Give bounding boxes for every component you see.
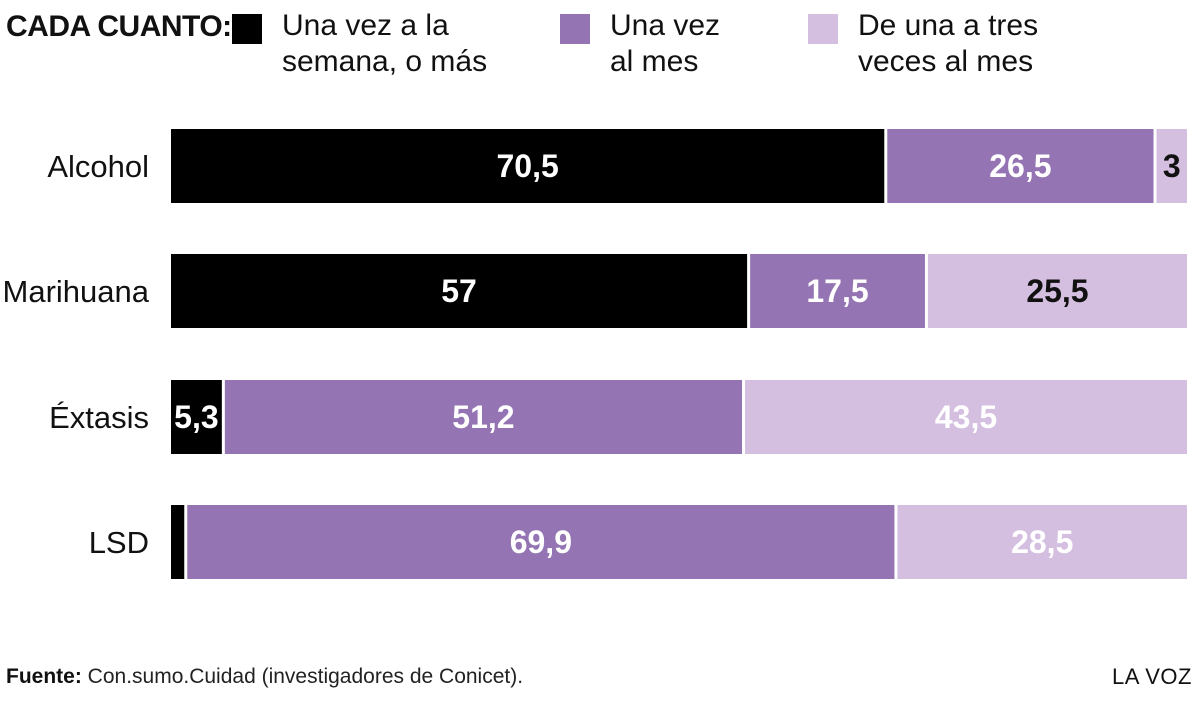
data-label: 17,5 — [806, 273, 868, 309]
legend-swatch-monthly — [560, 14, 590, 44]
chart-legend: CADA CUANTO: Una vez a la semana, o más … — [0, 0, 1200, 95]
data-label: 3 — [1163, 148, 1181, 184]
data-label: 5,3 — [174, 399, 218, 435]
legend-swatch-one-to-three — [808, 14, 838, 44]
bar-segment — [187, 505, 895, 579]
data-label: 70,5 — [496, 148, 558, 184]
category-label: Éxtasis — [49, 400, 149, 435]
data-label: 26,5 — [989, 148, 1051, 184]
brand-logo-text: LA VOZ — [1111, 664, 1192, 689]
category-label: Alcohol — [47, 149, 149, 184]
bar-segment — [1156, 129, 1187, 203]
data-label: 43,5 — [935, 399, 997, 435]
chart-footer: Fuente: Con.sumo.Cuidad (investigadores … — [0, 662, 1200, 696]
bar-segment — [171, 129, 885, 203]
data-label: 57 — [441, 273, 477, 309]
legend-item-monthly: Una vez al mes — [560, 9, 790, 90]
data-label: 69,9 — [510, 524, 572, 560]
bar-segment — [750, 254, 925, 328]
legend-title: CADA CUANTO: — [6, 10, 232, 43]
legend-label-one-to-three: De una a tres veces al mes — [858, 9, 1039, 78]
source-text: Con.sumo.Cuidad (investigadores de Conic… — [87, 665, 524, 688]
category-label: Marihuana — [3, 274, 150, 309]
data-label: 25,5 — [1026, 273, 1088, 309]
legend-swatch-weekly — [232, 14, 262, 44]
bar-segment — [927, 254, 1187, 328]
bar-segment — [745, 380, 1187, 454]
legend-item-weekly: Una vez a la semana, o más — [232, 9, 542, 90]
legend-label-monthly: Una vez al mes — [610, 9, 721, 78]
source-label: Fuente: — [6, 665, 82, 688]
data-label: 28,5 — [1011, 524, 1073, 560]
stacked-bar-chart: Alcohol 70,5 26,5 3 Marihuana 57 17,5 25,5 Éxtas… — [3, 129, 1187, 579]
bar-segment — [224, 380, 743, 454]
source-note: Fuente: Con.sumo.Cuidad (investigadores … — [6, 662, 523, 692]
bar-segment — [897, 505, 1187, 579]
bar-segment — [887, 129, 1154, 203]
bar-segment — [171, 505, 185, 579]
legend-label-weekly: Una vez a la semana, o más — [282, 9, 488, 78]
data-label: 51,2 — [452, 399, 514, 435]
legend-item-one-to-three: De una a tres veces al mes — [808, 9, 1198, 90]
bar-segment — [171, 380, 222, 454]
bar-segment — [171, 254, 748, 328]
category-label: LSD — [89, 525, 149, 560]
